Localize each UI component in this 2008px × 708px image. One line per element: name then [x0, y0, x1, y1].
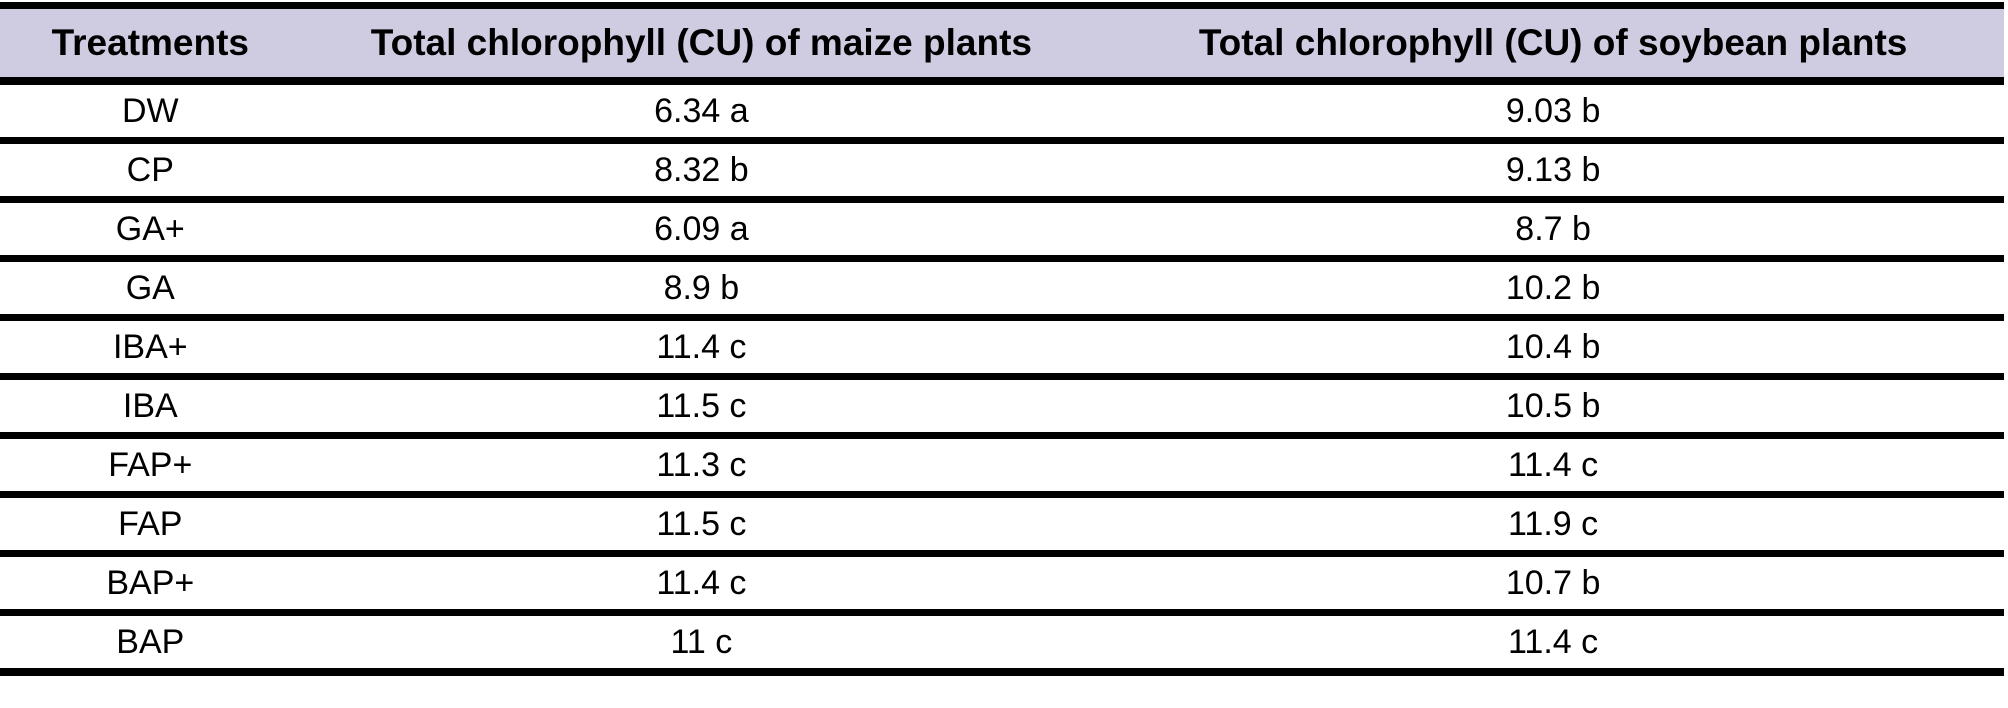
maize-value-cell: 11.5 c — [300, 494, 1103, 557]
soybean-value-cell: 10.5 b — [1102, 376, 2004, 439]
soybean-value-cell: 11.9 c — [1102, 494, 2004, 557]
treatment-cell: BAP — [0, 612, 301, 672]
maize-value-cell: 11.3 c — [300, 435, 1103, 498]
soybean-value-cell: 11.4 c — [1102, 612, 2004, 672]
soybean-value-cell: 9.13 b — [1102, 140, 2004, 203]
treatment-cell: BAP+ — [0, 553, 301, 616]
chlorophyll-treatments-table: Treatments Total chlorophyll (CU) of mai… — [0, 2, 2004, 676]
soybean-value-cell: 11.4 c — [1102, 435, 2004, 498]
treatment-cell: FAP+ — [0, 435, 301, 498]
maize-value-cell: 11.5 c — [300, 376, 1103, 439]
table-row: IBA 11.5 c 10.5 b — [0, 376, 2004, 439]
table-row: BAP+ 11.4 c 10.7 b — [0, 553, 2004, 616]
table-row: CP 8.32 b 9.13 b — [0, 140, 2004, 203]
soybean-value-cell: 8.7 b — [1102, 199, 2004, 262]
soybean-value-cell: 10.7 b — [1102, 553, 2004, 616]
table-row: IBA+ 11.4 c 10.4 b — [0, 317, 2004, 380]
table-row: BAP 11 c 11.4 c — [0, 612, 2004, 672]
soybean-value-cell: 9.03 b — [1102, 81, 2004, 144]
treatment-cell: IBA — [0, 376, 301, 439]
table-row: FAP 11.5 c 11.9 c — [0, 494, 2004, 557]
soybean-value-cell: 10.4 b — [1102, 317, 2004, 380]
treatment-cell: IBA+ — [0, 317, 301, 380]
maize-value-cell: 11.4 c — [300, 317, 1103, 380]
maize-value-cell: 8.9 b — [300, 258, 1103, 321]
treatment-cell: DW — [0, 81, 301, 144]
treatment-cell: CP — [0, 140, 301, 203]
treatment-cell: FAP — [0, 494, 301, 557]
maize-value-cell: 6.09 a — [300, 199, 1103, 262]
table-row: GA+ 6.09 a 8.7 b — [0, 199, 2004, 262]
maize-value-cell: 8.32 b — [300, 140, 1103, 203]
treatment-cell: GA — [0, 258, 301, 321]
maize-value-cell: 6.34 a — [300, 81, 1103, 144]
column-header-maize-chlorophyll: Total chlorophyll (CU) of maize plants — [300, 5, 1103, 85]
table-row: FAP+ 11.3 c 11.4 c — [0, 435, 2004, 498]
maize-value-cell: 11.4 c — [300, 553, 1103, 616]
table-body: DW 6.34 a 9.03 b CP 8.32 b 9.13 b GA+ 6.09 a 8.7… — [0, 81, 2004, 672]
treatment-cell: GA+ — [0, 199, 301, 262]
soybean-value-cell: 10.2 b — [1102, 258, 2004, 321]
table-row: GA 8.9 b 10.2 b — [0, 258, 2004, 321]
table-row: DW 6.34 a 9.03 b — [0, 81, 2004, 144]
maize-value-cell: 11 c — [300, 612, 1103, 672]
column-header-soybean-chlorophyll: Total chlorophyll (CU) of soybean plants — [1102, 5, 2004, 85]
table-header-row: Treatments Total chlorophyll (CU) of mai… — [0, 5, 2004, 85]
column-header-treatments: Treatments — [0, 5, 301, 85]
